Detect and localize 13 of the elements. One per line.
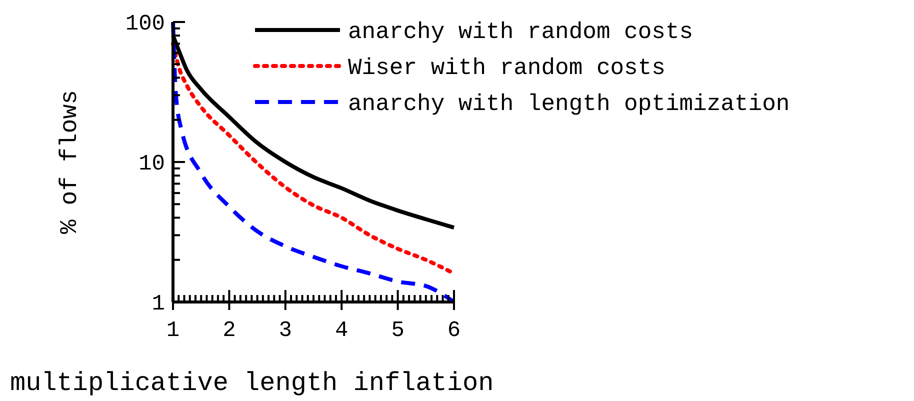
y-tick-label: 1: [152, 292, 165, 317]
legend-label: anarchy with length optimization: [348, 91, 790, 118]
y-axis-title: % of flows: [57, 90, 84, 234]
y-tick-label: 100: [125, 12, 165, 37]
x-tick-label: 6: [447, 318, 461, 343]
x-tick-label: 5: [391, 318, 404, 343]
legend-label: anarchy with random costs: [348, 19, 694, 46]
x-axis-title: multiplicative length inflation: [10, 368, 494, 398]
x-tick-label: 4: [335, 318, 348, 343]
x-tick-label: 3: [278, 318, 292, 343]
legend-label: Wiser with random costs: [348, 55, 666, 82]
x-tick-label: 2: [222, 318, 236, 343]
y-tick-label: 10: [138, 152, 165, 177]
